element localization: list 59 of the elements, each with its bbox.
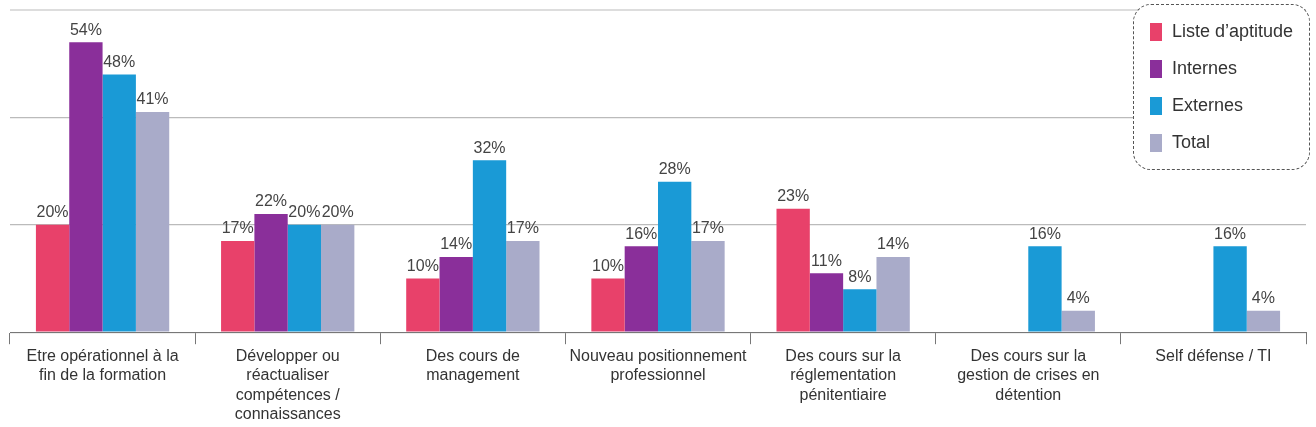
bar: [691, 240, 725, 332]
bar: [876, 257, 910, 332]
bar: [254, 214, 288, 332]
bar: [1028, 246, 1062, 332]
bar: [69, 42, 103, 332]
bar: [1213, 246, 1247, 332]
bar: [406, 278, 440, 332]
bar: [591, 278, 625, 332]
bar: [809, 273, 844, 332]
data-label: 20%: [36, 203, 69, 221]
bar: [287, 224, 322, 332]
data-label: 8%: [848, 267, 872, 285]
x-tick-label: Nouveau positionnement professionnel: [569, 347, 748, 384]
x-tick-label: Etre opérationnel à la fin de la formation: [26, 347, 179, 384]
data-label: 4%: [1066, 289, 1090, 307]
bar: [776, 208, 810, 332]
bar: [506, 240, 540, 332]
bar: [221, 240, 255, 332]
data-label: 22%: [255, 192, 288, 210]
data-label: 17%: [691, 219, 724, 237]
bar: [321, 224, 355, 332]
bar: [439, 257, 473, 332]
bar: [1061, 310, 1095, 332]
bar: [624, 246, 658, 332]
legend-label: Externes: [1170, 94, 1244, 117]
legend-label: Internes: [1170, 57, 1238, 80]
bar: [135, 112, 170, 332]
data-label: 14%: [440, 235, 473, 253]
data-label: 16%: [625, 224, 658, 242]
data-label: 20%: [288, 203, 321, 221]
x-tick-label: Développer ou réactualiser compétences / connaissances: [234, 347, 341, 422]
x-tick-label: Self défense / TI: [1155, 347, 1272, 365]
data-label: 41%: [136, 90, 169, 108]
data-label: 16%: [1214, 224, 1247, 242]
data-label: 14%: [877, 235, 910, 253]
data-label: 10%: [406, 256, 439, 274]
data-label: 11%: [811, 251, 842, 269]
bar: [843, 289, 877, 332]
data-label: 20%: [321, 203, 354, 221]
data-label: 10%: [592, 256, 625, 274]
bar: [472, 160, 507, 332]
data-label: 54%: [69, 20, 102, 38]
legend-label: Liste d’aptitude: [1170, 20, 1293, 43]
data-label: 32%: [473, 138, 506, 156]
x-tick-label: Des cours sur la réglementation pénitentiaire: [785, 347, 902, 403]
data-label: 17%: [221, 219, 254, 237]
data-label: 23%: [777, 187, 810, 205]
data-label: 16%: [1028, 224, 1061, 242]
data-label: 28%: [658, 160, 691, 178]
legend-label: Total: [1170, 131, 1211, 154]
data-label: 17%: [506, 219, 539, 237]
x-tick-label: Des cours sur la gestion de crises en détention: [957, 347, 1100, 403]
bar: [35, 224, 70, 332]
x-tick-label: Des cours de management: [425, 347, 521, 384]
bar: [102, 74, 136, 332]
bar: [658, 181, 692, 332]
data-label: 48%: [103, 52, 136, 70]
bar: [1246, 310, 1281, 332]
data-label: 4%: [1251, 289, 1275, 307]
